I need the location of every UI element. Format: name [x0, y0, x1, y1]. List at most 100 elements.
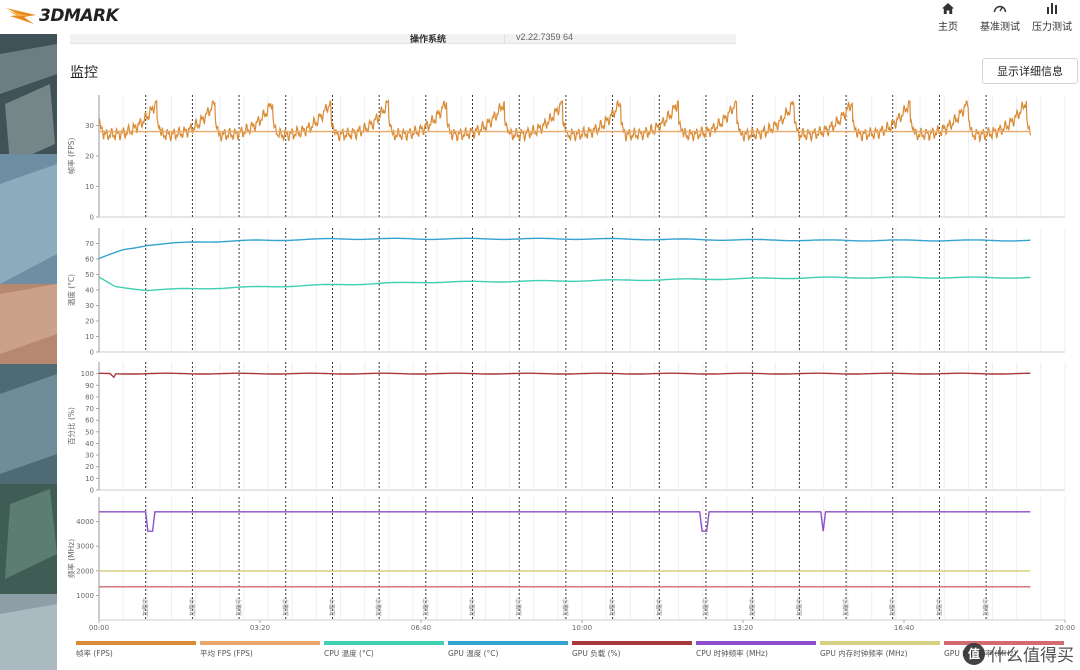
event-marker-label: 加载中 [702, 598, 710, 616]
x-tick-label: 16:40 [894, 624, 914, 632]
series-line [98, 98, 1031, 144]
y-tick-label: 70 [85, 240, 94, 248]
event-marker-label: 加载中 [609, 598, 617, 616]
legend-item[interactable]: 帧率 (FPS) [76, 640, 196, 662]
y-tick-label: 10 [85, 475, 94, 483]
x-tick-label: 13:20 [733, 624, 753, 632]
nav-benchmarks[interactable]: 基准测试 [976, 0, 1024, 34]
event-marker-label: 加载中 [655, 598, 663, 616]
nav-benchmarks-label: 基准测试 [980, 22, 1020, 33]
chart-legend: 帧率 (FPS) 平均 FPS (FPS) CPU 温度 (°C) GPU 温度 (°… [76, 640, 1066, 662]
legend-swatch [448, 641, 568, 645]
series-line [98, 276, 1031, 292]
legend-item[interactable]: GPU 温度 (°C) [448, 640, 568, 662]
y-tick-label: 40 [85, 440, 94, 448]
event-marker-label: 加载中 [749, 598, 757, 616]
y-tick-label: 0 [90, 349, 94, 357]
x-tick-label: 10:00 [572, 624, 592, 632]
y-axis-label: 帧率 (FPS) [66, 138, 76, 175]
event-marker-label: 加载中 [842, 598, 850, 616]
y-tick-label: 40 [85, 287, 94, 295]
legend-label: 平均 FPS (FPS) [200, 649, 253, 658]
legend-swatch [696, 641, 816, 645]
y-tick-label: 10 [85, 183, 94, 191]
y-axis-label: 频率 (MHz) [66, 539, 76, 578]
x-tick-label: 20:00 [1055, 624, 1075, 632]
x-tick-label: 03:20 [250, 624, 270, 632]
y-tick-label: 60 [85, 417, 94, 425]
legend-swatch [944, 641, 1064, 645]
legend-swatch [76, 641, 196, 645]
y-tick-label: 2000 [76, 567, 94, 575]
info-value: v2.22.7359 64 [516, 32, 574, 42]
section-title: 监控 [70, 65, 98, 81]
nav-home-label: 主页 [938, 22, 958, 33]
y-tick-label: 50 [85, 271, 94, 279]
x-tick-label: 06:40 [411, 624, 431, 632]
event-marker-label: 加载中 [469, 598, 477, 616]
y-tick-label: 30 [85, 452, 94, 460]
y-tick-label: 20 [85, 463, 94, 471]
event-marker-label: 加载中 [422, 598, 430, 616]
y-tick-label: 0 [90, 487, 94, 495]
legend-item[interactable]: CPU 时钟频率 (MHz) [696, 640, 816, 662]
y-tick-label: 50 [85, 428, 94, 436]
legend-label: GPU 负载 (%) [572, 649, 621, 658]
y-axis-label: 百分比 (%) [66, 407, 76, 445]
y-tick-label: 60 [85, 256, 94, 264]
y-tick-label: 30 [85, 122, 94, 130]
series-line [99, 511, 1031, 532]
watermark-badge: 值 [963, 642, 985, 665]
y-tick-label: 0 [90, 214, 94, 222]
background-artwork [0, 34, 57, 670]
legend-label: CPU 时钟频率 (MHz) [696, 649, 768, 658]
legend-label: GPU 内存时钟频率 (MHz) [820, 649, 908, 658]
nav-home[interactable]: 主页 [924, 0, 972, 34]
y-tick-label: 100 [81, 370, 94, 378]
event-marker-label: 加载中 [982, 598, 990, 616]
legend-label: CPU 温度 (°C) [324, 649, 374, 658]
event-marker-label: 加载中 [282, 598, 290, 616]
legend-swatch [324, 641, 444, 645]
logo-wing-icon [6, 8, 36, 24]
logo-text: 3DMARK [39, 6, 119, 26]
y-tick-label: 20 [85, 153, 94, 161]
legend-label: GPU 温度 (°C) [448, 649, 499, 658]
event-marker-label: 加载中 [562, 598, 570, 616]
info-divider [504, 34, 505, 44]
y-tick-label: 1000 [76, 592, 94, 600]
show-details-button[interactable]: 显示详细信息 [982, 58, 1078, 84]
legend-item[interactable]: GPU 内存时钟频率 (MHz) [820, 640, 940, 662]
bar-chart-icon [1047, 3, 1057, 14]
system-info-bar: 操作系统 v2.22.7359 64 [70, 32, 736, 45]
event-marker-label: 加载中 [935, 598, 943, 616]
legend-swatch [820, 641, 940, 645]
event-marker-label: 加载中 [515, 598, 523, 616]
background-scene-icon [0, 34, 57, 670]
event-marker-label: 加载中 [188, 598, 196, 616]
y-tick-label: 30 [85, 302, 94, 310]
logo: 3DMARK [4, 4, 119, 28]
legend-item[interactable]: CPU 温度 (°C) [324, 640, 444, 662]
nav-stress-label: 压力测试 [1032, 22, 1072, 33]
event-marker-label: 加载中 [795, 598, 803, 616]
event-marker-label: 加载中 [889, 598, 897, 616]
top-header: 3DMARK 主页 基准测试 压力测试 [0, 0, 1080, 34]
watermark: 值 什么值得买 [963, 641, 1074, 666]
y-tick-label: 4000 [76, 518, 94, 526]
y-tick-label: 3000 [76, 543, 94, 551]
y-tick-label: 20 [85, 318, 94, 326]
nav-stress-tests[interactable]: 压力测试 [1028, 0, 1076, 34]
y-tick-label: 70 [85, 405, 94, 413]
legend-label: 帧率 (FPS) [76, 649, 113, 658]
event-marker-label: 加载中 [235, 598, 243, 616]
y-tick-label: 80 [85, 393, 94, 401]
info-key: 操作系统 [410, 35, 447, 45]
event-marker-label: 加载中 [142, 598, 150, 616]
legend-item[interactable]: 平均 FPS (FPS) [200, 640, 320, 662]
legend-swatch [572, 641, 692, 645]
legend-item[interactable]: GPU 负载 (%) [572, 640, 692, 662]
x-tick-label: 00:00 [89, 624, 109, 632]
home-icon [942, 3, 954, 14]
